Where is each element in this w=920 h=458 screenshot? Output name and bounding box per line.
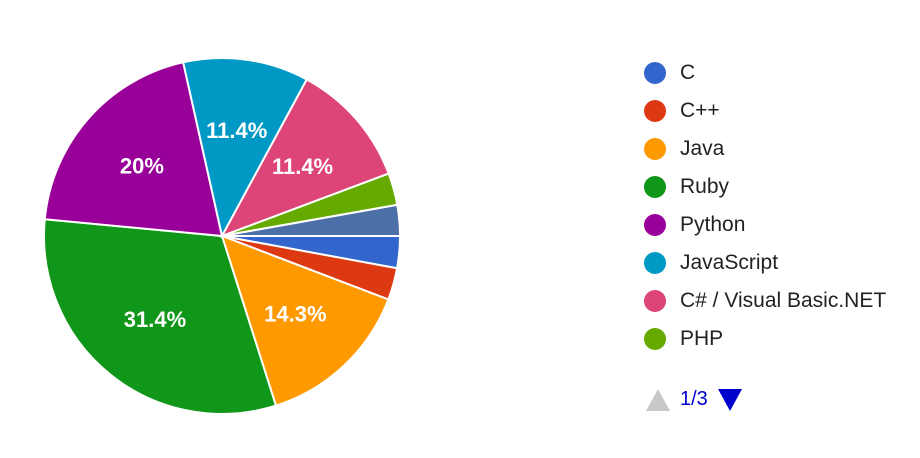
- legend-pager: 1/3: [646, 388, 742, 411]
- legend-swatch: [644, 176, 666, 198]
- page-indicator: 1/3: [680, 388, 708, 410]
- slice-label: 20%: [120, 153, 164, 178]
- legend-swatch: [644, 290, 666, 312]
- legend-swatch: [644, 138, 666, 160]
- pie-slice-c-visual-basic-net[interactable]: [219, 78, 390, 238]
- legend-label: JavaScript: [680, 251, 779, 274]
- legend-swatch: [644, 252, 666, 274]
- pie-slice-java[interactable]: [220, 234, 390, 407]
- legend-item[interactable]: C# / Visual Basic.NET: [644, 282, 886, 320]
- legend-label: Ruby: [680, 175, 730, 198]
- legend-swatch: [644, 214, 666, 236]
- pie-chart: 14.3% 31.4% 20% 11.4%11.4%: [43, 57, 402, 415]
- legend-label: C: [680, 61, 696, 84]
- legend-item[interactable]: Java: [644, 130, 886, 168]
- legend-label: PHP: [680, 327, 724, 350]
- legend-swatch: [644, 100, 666, 122]
- legend-item[interactable]: C++: [644, 92, 886, 130]
- pie-slice-ruby[interactable]: [43, 218, 278, 415]
- legend-item[interactable]: Ruby: [644, 168, 886, 206]
- slice-label: 31.4%: [124, 307, 186, 332]
- legend-label: C++: [680, 99, 720, 122]
- legend-swatch: [644, 328, 666, 350]
- legend-item[interactable]: PHP: [644, 320, 886, 358]
- pie-slice-javascript[interactable]: [181, 57, 309, 239]
- slice-label: 11.4%: [206, 118, 267, 143]
- pie-slice-other-8[interactable]: [221, 203, 402, 237]
- pie-slice-python[interactable]: [43, 61, 224, 238]
- slice-label: 11.4%: [272, 154, 333, 179]
- triangle-up-icon[interactable]: [646, 388, 670, 411]
- legend-label: Python: [680, 213, 746, 236]
- legend-item[interactable]: JavaScript: [644, 244, 886, 282]
- slice-label: 14.3%: [264, 302, 326, 327]
- legend-swatch: [644, 62, 666, 84]
- legend-item[interactable]: Python: [644, 206, 886, 244]
- legend: C C++ Java Ruby Python JavaScript C# / Visual …: [644, 54, 886, 358]
- legend-label: Java: [680, 137, 725, 160]
- legend-label: C# / Visual Basic.NET: [680, 289, 887, 312]
- triangle-down-icon[interactable]: [717, 388, 742, 411]
- legend-item[interactable]: C: [644, 54, 886, 92]
